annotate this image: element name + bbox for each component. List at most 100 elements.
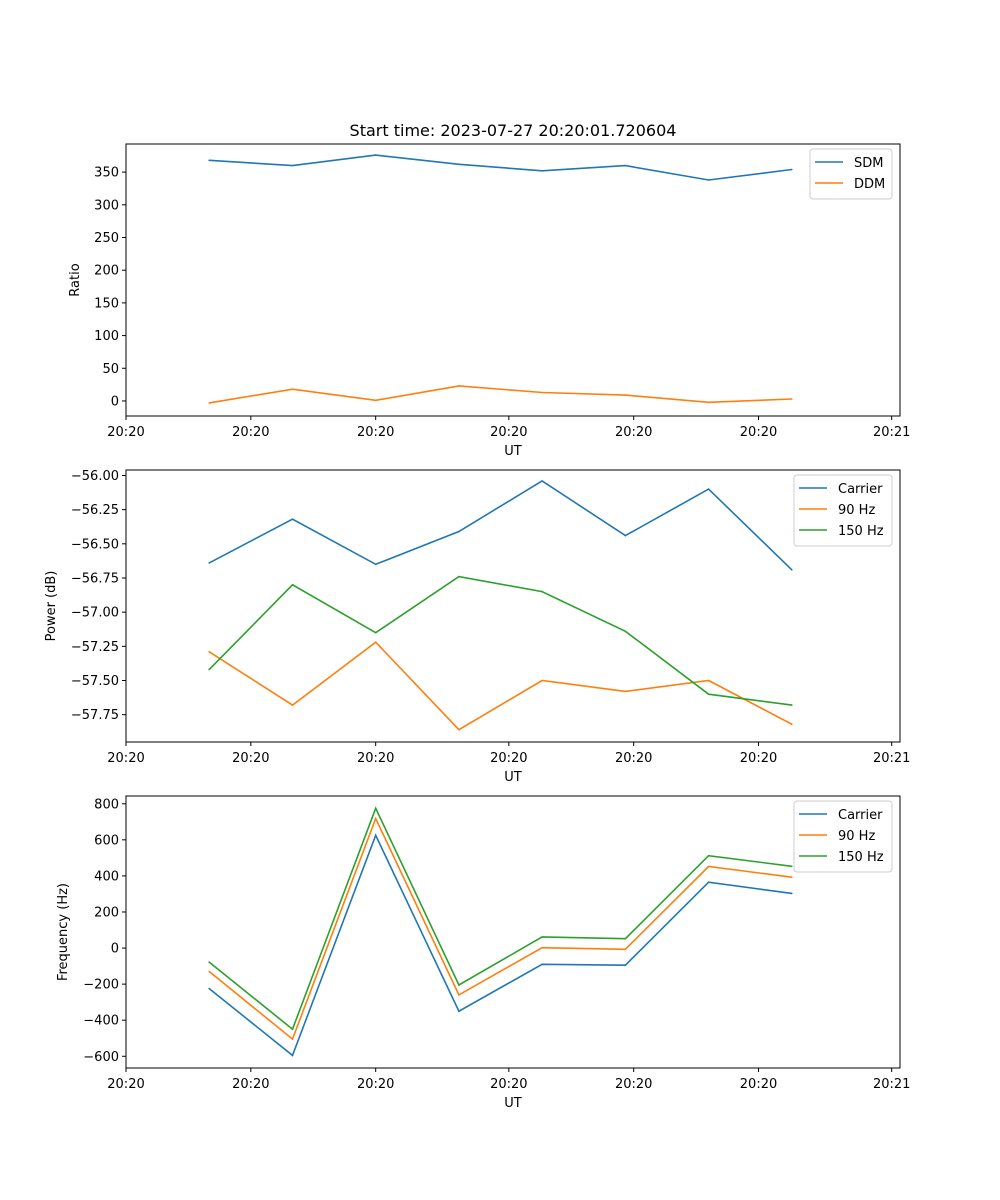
frequency-y-tick-label: −400 xyxy=(83,1014,119,1029)
power-series-90-hz-point xyxy=(208,651,210,653)
power-legend-label-150-hz: 150 Hz xyxy=(838,524,884,539)
frequency-x-tick-label: 20:20 xyxy=(740,1077,777,1092)
ratio-y-tick-label: 50 xyxy=(102,362,119,377)
ratio-series-sdm-point xyxy=(707,179,710,181)
frequency-series-90-hz-point xyxy=(541,946,543,949)
ratio-x-tick-label: 20:20 xyxy=(615,425,652,440)
frequency-series-150-hz-point xyxy=(791,865,793,868)
frequency-series-carrier-line xyxy=(208,833,792,1057)
power-series-carrier-point xyxy=(374,563,377,566)
frequency-series-150-hz-point xyxy=(624,937,627,940)
power-series-carrier-point xyxy=(208,562,210,564)
frequency-series-90-hz-point xyxy=(791,876,793,878)
power-y-tick-label: −57.50 xyxy=(71,674,119,689)
power-y-tick-label: −57.25 xyxy=(71,640,119,655)
ratio-x-tick-label: 20:20 xyxy=(232,425,269,440)
ratio-legend-label-sdm: SDM xyxy=(854,156,883,171)
power-x-tick-label: 20:20 xyxy=(740,751,777,766)
power-series-90-hz-point xyxy=(291,704,294,706)
frequency-y-tick-label: −600 xyxy=(83,1050,119,1065)
power-y-tick-label: −56.50 xyxy=(71,537,119,552)
frequency-series-150-hz-point xyxy=(541,936,543,938)
power-series-90-hz-point xyxy=(791,723,793,725)
power-series-150-hz-point xyxy=(624,630,627,633)
power-series-90-hz-point xyxy=(374,641,377,643)
ratio-y-tick-label: 0 xyxy=(111,394,119,409)
power-x-tick-label: 20:20 xyxy=(107,751,144,766)
ratio-y-tick-label: 100 xyxy=(94,329,119,344)
frequency-x-tick-label: 20:20 xyxy=(107,1077,144,1092)
ratio-legend-label-ddm: DDM xyxy=(854,177,885,192)
frequency-series-150-hz-line xyxy=(208,806,792,1031)
power-series-90-hz-point xyxy=(458,728,460,731)
frequency-series-carrier-point xyxy=(458,1010,460,1012)
ratio-series-sdm-point xyxy=(374,154,377,156)
frequency-series-carrier-point xyxy=(791,892,793,895)
ratio-series-sdm-point xyxy=(208,159,210,162)
power-series-90-hz-point xyxy=(707,679,710,682)
frequency-series-90-hz-point xyxy=(458,994,460,996)
ratio-x-tick-label: 20:20 xyxy=(357,425,394,440)
frequency-axes-frame xyxy=(125,795,901,1069)
power-series-150-hz-point xyxy=(707,693,710,695)
frequency-series-90-hz-point xyxy=(624,948,627,951)
ratio-series-sdm-point xyxy=(291,164,294,167)
frequency-series-90-hz-point xyxy=(374,817,377,820)
power-y-tick-label: −57.75 xyxy=(71,708,119,723)
chart-frequency: 20:20 20:20 20:20 20:20 20:20 20:20 20:21 −600 −… xyxy=(56,795,910,1111)
power-legend-box xyxy=(793,474,893,547)
power-series-carrier-line xyxy=(208,479,793,571)
frequency-x-tick-label: 20:20 xyxy=(615,1077,652,1092)
frequency-legend-label-carrier: Carrier xyxy=(838,808,883,823)
frequency-x-tick-label: 20:21 xyxy=(873,1077,910,1092)
frequency-y-axis-label: Frequency (Hz) xyxy=(56,883,71,981)
power-y-tick-label: −57.00 xyxy=(71,606,119,621)
frequency-x-tick-label: 20:20 xyxy=(490,1077,527,1092)
frequency-series-150-hz-point xyxy=(208,961,210,963)
ratio-series-sdm-point xyxy=(791,168,793,171)
figure-title: Start time: 2023-07-27 20:20:01.720604 xyxy=(350,121,677,140)
frequency-y-tick-label: 0 xyxy=(111,942,119,957)
ratio-x-tick-label: 20:20 xyxy=(490,425,527,440)
ratio-x-tick-label: 20:20 xyxy=(740,425,777,440)
ratio-y-tick-label: 200 xyxy=(94,264,119,279)
frequency-y-tick-label: 400 xyxy=(94,869,119,884)
power-series-carrier-point xyxy=(541,480,543,482)
ratio-series-ddm-point xyxy=(208,402,210,404)
frequency-series-90-hz-point xyxy=(208,970,210,973)
power-series-carrier-point xyxy=(624,534,627,537)
frequency-x-axis-label: UT xyxy=(504,1096,522,1111)
power-series-carrier-point xyxy=(291,518,294,520)
ratio-series-ddm-line xyxy=(209,385,792,404)
power-x-axis-label: UT xyxy=(504,770,522,785)
power-x-tick-label: 20:20 xyxy=(490,751,527,766)
plots-container: 20:20 20:20 20:20 20:20 20:20 20:20 20:21 0 50 10… xyxy=(44,143,910,1111)
frequency-series-carrier-point xyxy=(208,987,210,990)
frequency-x-tick-label: 20:20 xyxy=(357,1077,394,1092)
power-x-tick-label: 20:20 xyxy=(357,751,394,766)
ratio-series-ddm-point xyxy=(458,385,460,387)
frequency-series-90-hz-point xyxy=(291,1038,294,1040)
frequency-series-carrier-point xyxy=(291,1054,294,1057)
frequency-series-150-hz-point xyxy=(374,807,377,810)
ratio-series-ddm-point xyxy=(541,391,543,394)
power-series-90-hz-line xyxy=(208,641,793,731)
power-legend-label-90-hz: 90 Hz xyxy=(838,503,875,518)
ratio-series-ddm-point xyxy=(624,394,627,396)
power-series-150-hz-point xyxy=(374,631,377,634)
power-series-carrier-point xyxy=(458,530,460,533)
ratio-series-sdm-point xyxy=(624,164,627,167)
ratio-y-tick-label: 250 xyxy=(94,231,119,246)
frequency-legend-label-90-hz: 90 Hz xyxy=(838,829,875,844)
power-y-axis-label: Power (dB) xyxy=(44,571,59,642)
ratio-y-axis-label: Ratio xyxy=(68,263,83,296)
power-legend-label-carrier: Carrier xyxy=(838,482,883,497)
frequency-y-tick-label: −200 xyxy=(83,978,119,993)
power-y-tick-label: −56.00 xyxy=(71,469,119,484)
ratio-series-ddm-point xyxy=(707,401,710,404)
frequency-y-tick-label: 800 xyxy=(94,797,119,812)
frequency-series-150-hz-point xyxy=(458,984,460,986)
frequency-legend-label-150-hz: 150 Hz xyxy=(838,850,884,865)
frequency-series-carrier-point xyxy=(541,963,543,966)
